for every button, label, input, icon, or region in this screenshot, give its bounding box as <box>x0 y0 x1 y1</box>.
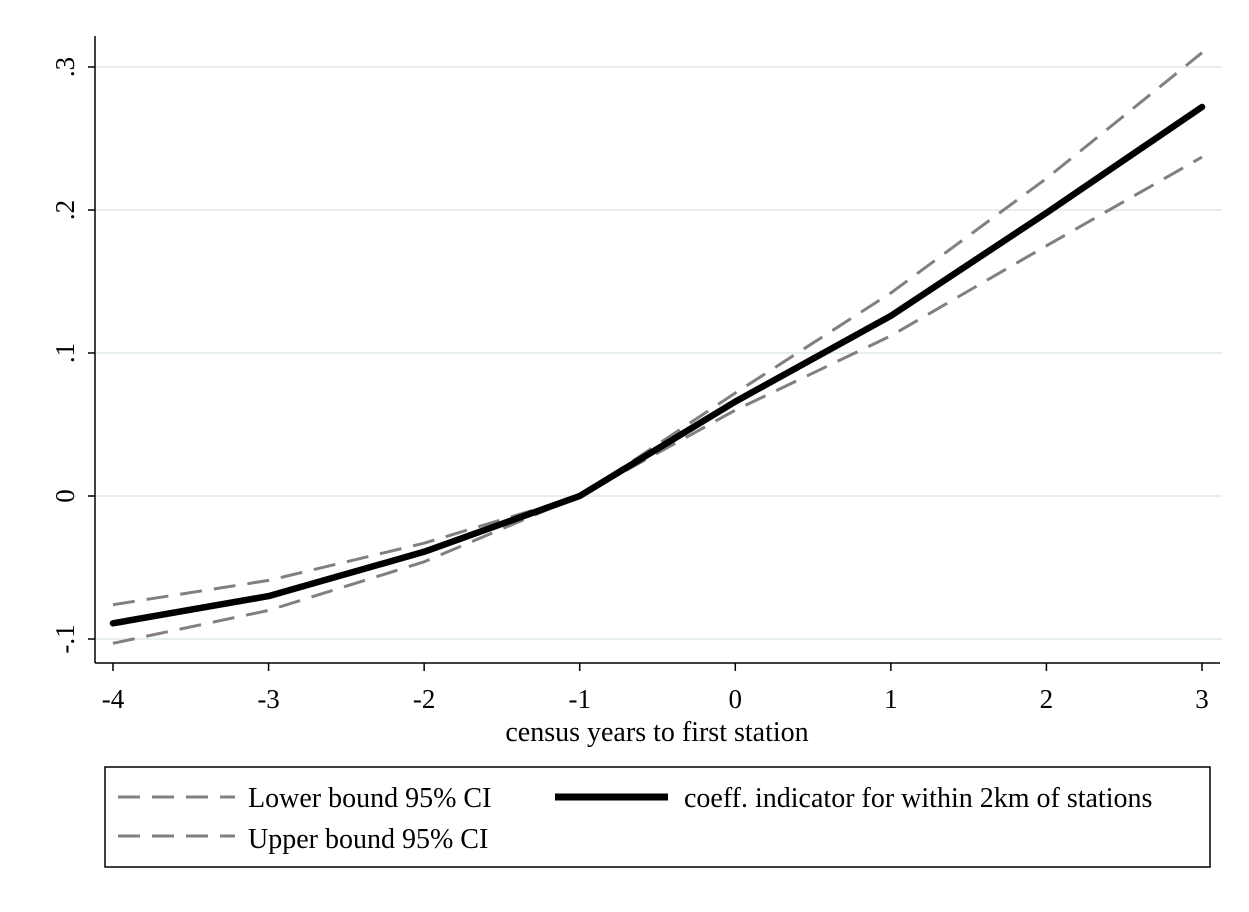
x-tick-label: -3 <box>257 684 280 714</box>
y-tick-label: .3 <box>50 57 80 77</box>
y-tick-label: 0 <box>50 489 80 503</box>
series-lines <box>109 51 1206 645</box>
x-tick-label: -2 <box>413 684 436 714</box>
x-tick-label: -4 <box>102 684 125 714</box>
y-ticks: -.1 0 .1 .2 .3 <box>50 57 95 654</box>
legend-box <box>104 766 1211 868</box>
y-tick-label: .2 <box>50 200 80 220</box>
x-axis-title: census years to first station <box>505 717 808 748</box>
x-tick-label: 1 <box>884 684 898 714</box>
series-line-1 <box>112 51 1203 607</box>
y-tick-label: .1 <box>50 343 80 363</box>
x-tick-label: 2 <box>1040 684 1054 714</box>
y-tick-label: -.1 <box>50 624 80 653</box>
grid-lines <box>96 66 1222 640</box>
x-tick-label: 3 <box>1195 684 1209 714</box>
legend-label-upper: Upper bound 95% CI <box>248 824 488 855</box>
x-tick-label: -1 <box>568 684 591 714</box>
legend-label-coeff: coeff. indicator for within 2km of stati… <box>684 783 1152 814</box>
series-line-2 <box>109 103 1206 627</box>
x-tick-label: 0 <box>729 684 743 714</box>
x-ticks: -4 -3 -2 -1 0 1 2 3 <box>102 663 1209 714</box>
series-line-0 <box>112 155 1203 645</box>
axes <box>94 36 1220 664</box>
legend: Lower bound 95% CI Upper bound 95% CI co… <box>104 766 1211 868</box>
legend-label-lower: Lower bound 95% CI <box>248 783 491 814</box>
